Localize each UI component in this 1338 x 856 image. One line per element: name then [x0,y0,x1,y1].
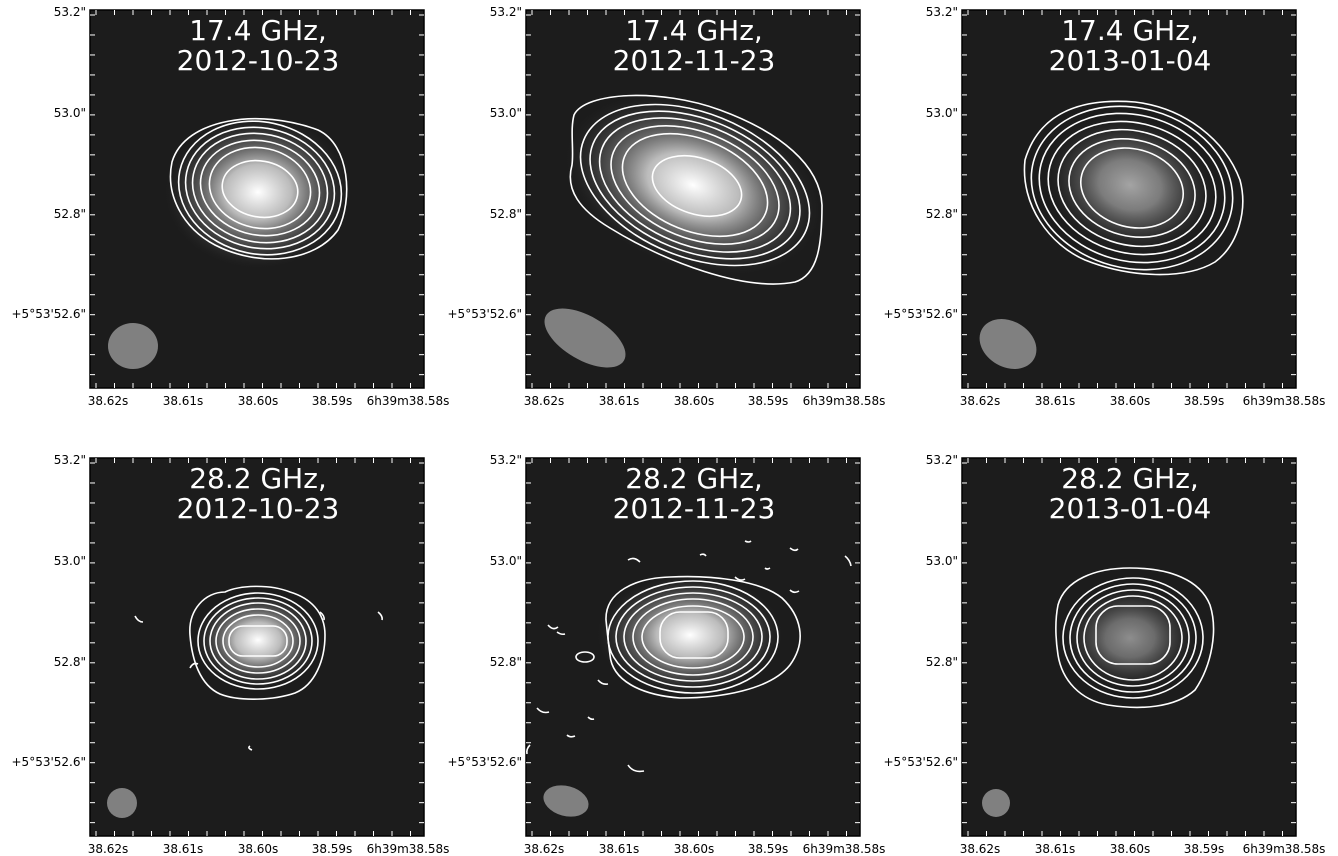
panel-3-beam [979,319,1037,369]
panel-3-xtick-4: 38.59s [1184,394,1225,408]
panel-3-xtick-3: 38.60s [1110,394,1151,408]
panel-5-xtick-3: 38.60s [674,842,715,856]
panel-5-ytick-1: 53.2" [490,453,522,467]
panel-6-xtick-4: 38.59s [1184,842,1225,856]
panel-3-ytick-3: 52.8" [926,207,958,221]
panel-1-ytick-2: 53.0" [54,106,86,120]
panel-2: 17.4 GHz, 2012-11-23 53.2" 53.0" 52.8" +… [448,5,886,408]
panel-6-xtick-5: 6h39m38.58s [1243,842,1326,856]
panel-4-emission [193,590,323,690]
tick-marks [90,10,1296,836]
panel-2-emission [562,92,824,278]
panel-6-contours [1054,567,1215,709]
panel-2-beam [544,308,626,368]
panel-2-ytick-4: +5°53'52.6" [448,307,523,321]
panel-2-contours [569,94,823,285]
panel-5-title-date: 2012-11-23 [613,492,776,525]
panel-4-beam [107,788,137,818]
panel-1-xtick-1: 38.62s [88,394,129,408]
panel-6-title-date: 2013-01-04 [1049,492,1212,525]
panel-1-title-freq: 17.4 GHz, [189,14,327,47]
panel-2-xtick-2: 38.61s [599,394,640,408]
panel-3-ytick-1: 53.2" [926,5,958,19]
panel-4-xtick-2: 38.61s [163,842,204,856]
panel-4: 28.2 GHz, 2012-10-23 53.2" 53.0" 52.8" +… [12,453,450,856]
panel-5-ytick-2: 53.0" [490,554,522,568]
panel-1-xtick-5: 6h39m38.58s [367,394,450,408]
panel-1-xtick-2: 38.61s [163,394,204,408]
panel-1-title-date: 2012-10-23 [177,44,340,77]
panel-2-xtick-1: 38.62s [524,394,565,408]
panel-4-ytick-3: 52.8" [54,655,86,669]
panel-5: 28.2 GHz, 2012-11-23 53.2" 53.0" 52.8" +… [448,453,886,856]
panel-1-ytick-1: 53.2" [54,5,86,19]
panel-1-ytick-3: 52.8" [54,207,86,221]
panel-5-title-freq: 28.2 GHz, [625,462,763,495]
panel-6-xtick-2: 38.61s [1035,842,1076,856]
panel-3-title-date: 2013-01-04 [1049,44,1212,77]
panel-2-ytick-2: 53.0" [490,106,522,120]
panel-1-emission [163,114,353,270]
panel-5-ytick-3: 52.8" [490,655,522,669]
panel-3-title-freq: 17.4 GHz, [1061,14,1199,47]
panel-5-contours [526,540,852,773]
panel-5-xtick-1: 38.62s [524,842,565,856]
panel-1-ytick-4: +5°53'52.6" [12,307,87,321]
panel-4-xtick-4: 38.59s [312,842,353,856]
panel-4-xtick-5: 6h39m38.58s [367,842,450,856]
panel-5-xtick-2: 38.61s [599,842,640,856]
panel-3-xtick-2: 38.61s [1035,394,1076,408]
panel-6-ytick-3: 52.8" [926,655,958,669]
panel-4-ytick-4: +5°53'52.6" [12,755,87,769]
panel-6-title-freq: 28.2 GHz, [1061,462,1199,495]
panel-6-emission [1060,583,1200,693]
panel-5-ytick-4: +5°53'52.6" [448,755,523,769]
panel-6-ytick-4: +5°53'52.6" [884,755,959,769]
panel-3-contours [1023,100,1244,276]
panel-5-beam [543,785,589,817]
panel-3: 17.4 GHz, 2013-01-04 53.2" 53.0" 52.8" +… [884,5,1326,408]
panel-6-beam [982,789,1010,817]
panel-2-xtick-5: 6h39m38.58s [803,394,886,408]
panel-4-xtick-1: 38.62s [88,842,129,856]
panel-1-beam [108,323,158,369]
panel-2-title-freq: 17.4 GHz, [625,14,763,47]
panel-3-ytick-4: +5°53'52.6" [884,307,959,321]
panel-5-xtick-5: 6h39m38.58s [803,842,886,856]
panel-6-xtick-1: 38.62s [960,842,1001,856]
panel-6-ytick-1: 53.2" [926,453,958,467]
panel-1-contours [169,117,348,260]
panel-4-ytick-1: 53.2" [54,453,86,467]
panel-4-contours [134,585,383,751]
panel-3-ytick-2: 53.0" [926,106,958,120]
panel-2-xtick-4: 38.59s [748,394,789,408]
panel-4-xtick-3: 38.60s [238,842,279,856]
panel-2-xtick-3: 38.60s [674,394,715,408]
panel-4-title-date: 2012-10-23 [177,492,340,525]
panel-6: 28.2 GHz, 2013-01-04 53.2" 53.0" 52.8" +… [884,453,1326,856]
panel-2-title-date: 2012-11-23 [613,44,776,77]
panel-3-xtick-5: 6h39m38.58s [1243,394,1326,408]
panel-2-ytick-1: 53.2" [490,5,522,19]
panel-4-ytick-2: 53.0" [54,554,86,568]
panel-1-xtick-3: 38.60s [238,394,279,408]
panel-3-xtick-1: 38.62s [960,394,1001,408]
panel-6-ytick-2: 53.0" [926,554,958,568]
panel-6-xtick-3: 38.60s [1110,842,1151,856]
panel-2-ytick-3: 52.8" [490,207,522,221]
panel-1: 17.4 GHz, 2012-10-23 53.2" 53.0" 52.8" +… [12,5,450,408]
panel-4-title-freq: 28.2 GHz, [189,462,327,495]
panel-5-xtick-4: 38.59s [748,842,789,856]
panel-1-xtick-4: 38.59s [312,394,353,408]
